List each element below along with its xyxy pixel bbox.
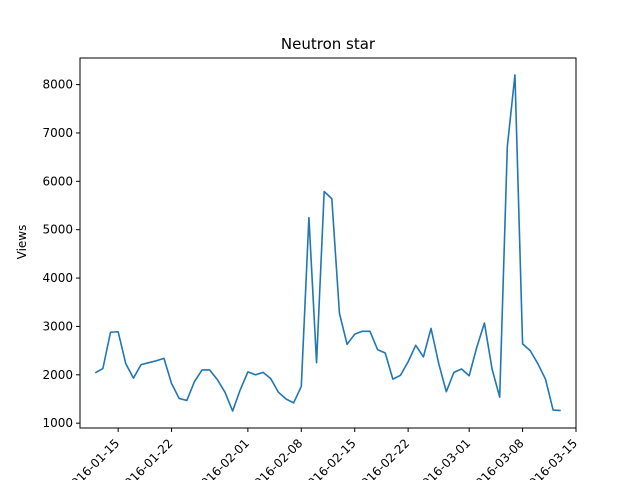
y-tick-label: 1000 bbox=[42, 416, 73, 430]
chart-title: Neutron star bbox=[281, 35, 376, 53]
y-tick-label: 3000 bbox=[42, 319, 73, 333]
y-tick-label: 6000 bbox=[42, 174, 73, 188]
y-tick-label: 8000 bbox=[42, 78, 73, 92]
y-axis-ticks: 1000 2000 3000 4000 5000 6000 7000 8000 bbox=[42, 78, 80, 430]
y-tick-label: 5000 bbox=[42, 223, 73, 237]
y-axis-label: Views bbox=[15, 225, 29, 260]
y-tick-label: 2000 bbox=[42, 368, 73, 382]
y-tick-label: 7000 bbox=[42, 126, 73, 140]
series-line bbox=[94, 74, 561, 412]
plot-frame bbox=[79, 57, 577, 429]
plot-series bbox=[94, 74, 561, 412]
y-tick-label: 4000 bbox=[42, 271, 73, 285]
